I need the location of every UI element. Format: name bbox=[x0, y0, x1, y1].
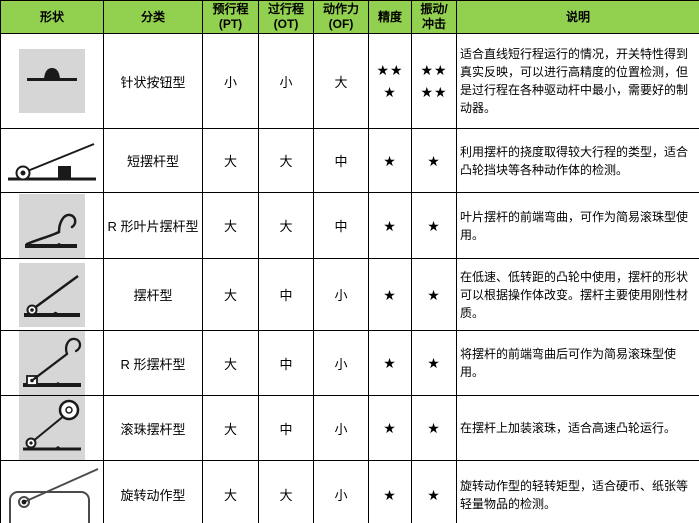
operating-force-value: 大 bbox=[313, 33, 369, 129]
vibration-stars: ★ bbox=[411, 128, 457, 193]
precision-stars: ★ bbox=[368, 395, 412, 461]
shape-cell bbox=[0, 460, 104, 523]
description-text: 利用摆杆的挠度取得较大行程的类型，适合凸轮挡块等各种动作体的检测。 bbox=[456, 128, 699, 193]
overtravel-value: 中 bbox=[258, 395, 314, 461]
precision-stars: ★ bbox=[368, 128, 412, 193]
table-row: 滚珠摆杆型 大 中 小 ★ ★ 在摆杆上加装滚珠，适合高速凸轮运行。 bbox=[0, 395, 699, 461]
category-label: R 形叶片摆杆型 bbox=[103, 192, 203, 259]
vibration-stars: ★ bbox=[411, 460, 457, 523]
operating-force-value: 小 bbox=[313, 460, 369, 523]
pretravel-value: 大 bbox=[202, 258, 259, 331]
description-text: 在摆杆上加装滚珠，适合高速凸轮运行。 bbox=[456, 395, 699, 461]
roller-lever-icon bbox=[19, 396, 85, 460]
shape-cell bbox=[0, 128, 104, 193]
pretravel-value: 大 bbox=[202, 460, 259, 523]
description-text: 旋转动作型的轻转矩型，适合硬币、纸张等轻量物品的检测。 bbox=[456, 460, 699, 523]
r-lever-icon bbox=[19, 331, 85, 395]
col-header-overtravel: 过行程 (OT) bbox=[258, 0, 314, 34]
shape-cell bbox=[0, 395, 104, 461]
col-header-description: 说明 bbox=[456, 0, 699, 34]
col-header-vibration-shock: 振动/ 冲击 bbox=[411, 0, 457, 34]
pretravel-value: 大 bbox=[202, 395, 259, 461]
pretravel-value: 大 bbox=[202, 128, 259, 193]
col-header-precision: 精度 bbox=[368, 0, 412, 34]
precision-stars: ★ bbox=[368, 460, 412, 523]
operating-force-value: 小 bbox=[313, 330, 369, 396]
r-leaf-lever-icon bbox=[19, 193, 85, 258]
col-header-shape: 形状 bbox=[0, 0, 104, 34]
pin-button-icon bbox=[19, 49, 85, 113]
precision-stars: ★ bbox=[368, 258, 412, 331]
table-row: 短摆杆型 大 大 中 ★ ★ 利用摆杆的挠度取得较大行程的类型，适合凸轮挡块等各… bbox=[0, 128, 699, 193]
lever-icon bbox=[19, 262, 85, 327]
short-lever-icon bbox=[2, 135, 103, 187]
shape-cell bbox=[0, 330, 104, 396]
operating-force-value: 小 bbox=[313, 258, 369, 331]
precision-stars: ★ bbox=[368, 330, 412, 396]
col-header-operating-force: 动作力 (OF) bbox=[313, 0, 369, 34]
overtravel-value: 大 bbox=[258, 192, 314, 259]
table-row: 摆杆型 大 中 小 ★ ★ 在低速、低转距的凸轮中使用，摆杆的形状可以根据操作体… bbox=[0, 258, 699, 331]
vibration-stars: ★ bbox=[411, 330, 457, 396]
header-row: 形状 分类 预行程 (PT) 过行程 (OT) 动作力 (OF) 精度 振动/ … bbox=[0, 0, 699, 34]
category-label: R 形摆杆型 bbox=[103, 330, 203, 396]
operating-force-value: 中 bbox=[313, 192, 369, 259]
shape-cell bbox=[0, 33, 104, 129]
overtravel-value: 小 bbox=[258, 33, 314, 129]
operating-force-value: 小 bbox=[313, 395, 369, 461]
rotary-action-icon bbox=[2, 464, 103, 523]
pretravel-value: 大 bbox=[202, 192, 259, 259]
pretravel-value: 大 bbox=[202, 330, 259, 396]
precision-stars: ★★★ bbox=[368, 33, 412, 129]
col-header-pretravel: 预行程 (PT) bbox=[202, 0, 259, 34]
category-label: 滚珠摆杆型 bbox=[103, 395, 203, 461]
overtravel-value: 中 bbox=[258, 258, 314, 331]
col-header-category: 分类 bbox=[103, 0, 203, 34]
vibration-stars: ★ bbox=[411, 258, 457, 331]
precision-stars: ★ bbox=[368, 192, 412, 259]
overtravel-value: 大 bbox=[258, 460, 314, 523]
table-row: R 形摆杆型 大 中 小 ★ ★ 将摆杆的前端弯曲后可作为简易滚珠型使用。 bbox=[0, 330, 699, 396]
category-label: 摆杆型 bbox=[103, 258, 203, 331]
category-label: 旋转动作型 bbox=[103, 460, 203, 523]
category-label: 短摆杆型 bbox=[103, 128, 203, 193]
vibration-stars: ★★★★ bbox=[411, 33, 457, 129]
table-row: R 形叶片摆杆型 大 大 中 ★ ★ 叶片摆杆的前端弯曲，可作为简易滚珠型使用。 bbox=[0, 192, 699, 259]
overtravel-value: 大 bbox=[258, 128, 314, 193]
shape-cell bbox=[0, 192, 104, 259]
table-row: 旋转动作型 大 大 小 ★ ★ 旋转动作型的轻转矩型，适合硬币、纸张等轻量物品的… bbox=[0, 460, 699, 523]
pretravel-value: 小 bbox=[202, 33, 259, 129]
vibration-stars: ★ bbox=[411, 395, 457, 461]
vibration-stars: ★ bbox=[411, 192, 457, 259]
description-text: 在低速、低转距的凸轮中使用，摆杆的形状可以根据操作体改变。摆杆主要使用刚性材质。 bbox=[456, 258, 699, 331]
shape-cell bbox=[0, 258, 104, 331]
overtravel-value: 中 bbox=[258, 330, 314, 396]
category-label: 针状按钮型 bbox=[103, 33, 203, 129]
description-text: 将摆杆的前端弯曲后可作为简易滚珠型使用。 bbox=[456, 330, 699, 396]
description-text: 适合直线短行程运行的情况，开关特性得到真实反映，可以进行高精度的位置检测，但是过… bbox=[456, 33, 699, 129]
description-text: 叶片摆杆的前端弯曲，可作为简易滚珠型使用。 bbox=[456, 192, 699, 259]
operating-force-value: 中 bbox=[313, 128, 369, 193]
table-row: 针状按钮型 小 小 大 ★★★ ★★★★ 适合直线短行程运行的情况，开关特性得到… bbox=[0, 33, 699, 129]
